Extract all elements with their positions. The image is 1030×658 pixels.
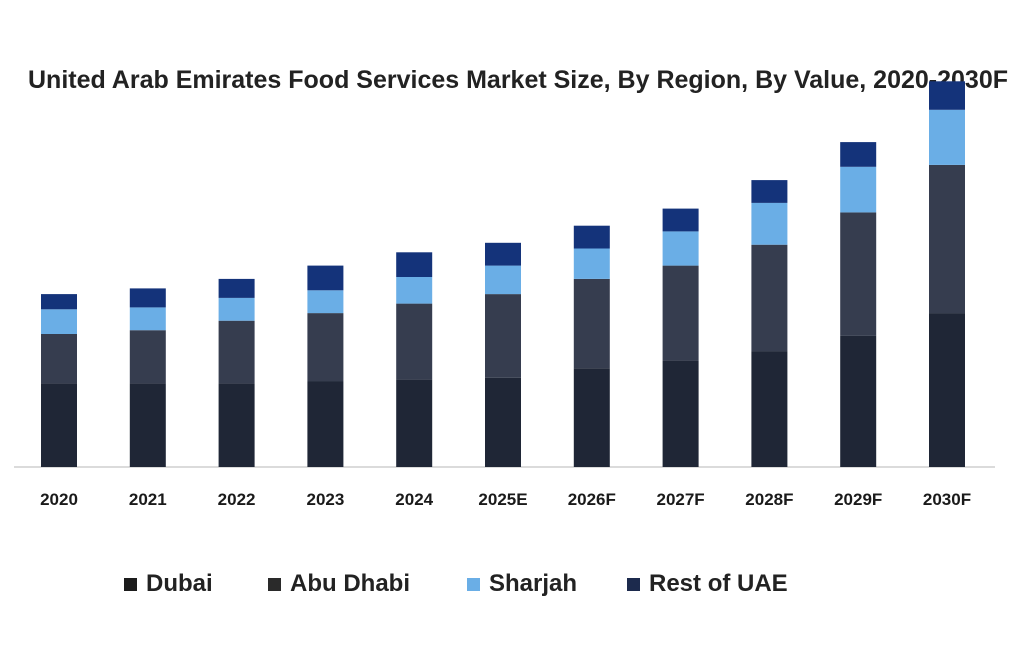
bar-2021-rest-of-uae[interactable] (129, 288, 166, 308)
bar-2020-rest-of-uae[interactable] (41, 294, 77, 310)
bar-2026f-dubai[interactable] (573, 368, 610, 467)
bar-2024-rest-of-uae[interactable] (396, 252, 433, 277)
x-tick-2027f: 2027F (656, 490, 704, 509)
bar-2021-abu-dhabi[interactable] (129, 330, 166, 384)
bar-2030f-rest-of-uae[interactable] (929, 81, 965, 110)
bar-2026f-sharjah[interactable] (573, 248, 610, 279)
bar-2022-dubai[interactable] (218, 383, 255, 467)
bar-2028f-rest-of-uae[interactable] (751, 180, 788, 203)
bar-2027f-abu-dhabi[interactable] (662, 265, 699, 361)
bar-2025e-rest-of-uae[interactable] (485, 242, 521, 266)
bar-2023-rest-of-uae[interactable] (307, 265, 344, 291)
bar-2028f-dubai[interactable] (751, 351, 788, 467)
x-tick-2024: 2024 (395, 490, 433, 509)
x-tick-2022: 2022 (218, 490, 256, 509)
bar-2027f-rest-of-uae[interactable] (662, 208, 699, 232)
bar-2027f-dubai[interactable] (662, 360, 699, 467)
chart-title: United Arab Emirates Food Services Marke… (28, 66, 1009, 94)
x-tick-2028f: 2028F (745, 490, 793, 509)
bar-2029f-rest-of-uae[interactable] (840, 142, 877, 167)
legend-item-dubai[interactable]: Dubai (124, 566, 213, 602)
x-tick-2029f: 2029F (834, 490, 882, 509)
bar-2029f-abu-dhabi[interactable] (840, 212, 877, 336)
bar-2026f-abu-dhabi[interactable] (573, 278, 610, 369)
bar-2022-rest-of-uae[interactable] (218, 278, 255, 298)
legend-label-dubai: Dubai (146, 570, 213, 597)
bar-2025e-dubai[interactable] (485, 377, 521, 467)
bar-2029f-dubai[interactable] (840, 335, 877, 467)
bar-2027f-sharjah[interactable] (662, 231, 699, 266)
bar-2028f-sharjah[interactable] (751, 202, 788, 245)
bar-2024-abu-dhabi[interactable] (396, 303, 433, 380)
x-tick-2030f: 2030F (923, 490, 971, 509)
bar-2025e-abu-dhabi[interactable] (485, 294, 521, 378)
x-tick-2026f: 2026F (568, 490, 616, 509)
legend-item-sharjah[interactable]: Sharjah (467, 566, 577, 602)
bars-group (41, 81, 965, 467)
bar-2020-sharjah[interactable] (41, 309, 77, 334)
bar-2024-sharjah[interactable] (396, 277, 433, 304)
legend-item-abu-dhabi[interactable]: Abu Dhabi (268, 566, 410, 602)
x-tick-2023: 2023 (306, 490, 344, 509)
x-tick-labels: 2020 2021 2022 2023 2024 2025E 2026F 2027F 2028F… (40, 490, 971, 509)
bar-2021-sharjah[interactable] (129, 307, 166, 331)
bar-2022-abu-dhabi[interactable] (218, 320, 255, 384)
bar-2030f-abu-dhabi[interactable] (929, 164, 965, 314)
bar-2020-abu-dhabi[interactable] (41, 334, 77, 384)
x-tick-2021: 2021 (129, 490, 167, 509)
x-tick-2025e: 2025E (478, 490, 527, 509)
bar-2020-dubai[interactable] (41, 383, 77, 467)
bar-2022-sharjah[interactable] (218, 297, 255, 321)
bar-2028f-abu-dhabi[interactable] (751, 244, 788, 352)
x-tick-2020: 2020 (40, 490, 78, 509)
legend-swatch-rest-of-uae (627, 577, 640, 591)
bar-2024-dubai[interactable] (396, 379, 433, 467)
bar-2023-dubai[interactable] (307, 381, 344, 468)
legend-label-sharjah: Sharjah (489, 570, 578, 597)
bar-2026f-rest-of-uae[interactable] (573, 225, 610, 249)
legend-label-rest-of-uae: Rest of UAE (649, 570, 788, 597)
legend: Dubai Abu Dhabi Sharjah Rest of UAE (0, 566, 1030, 602)
legend-swatch-dubai (124, 577, 137, 591)
bar-2030f-dubai[interactable] (929, 313, 965, 467)
bar-2023-sharjah[interactable] (307, 290, 344, 314)
bar-2030f-sharjah[interactable] (929, 109, 965, 165)
bar-2023-abu-dhabi[interactable] (307, 313, 344, 382)
bar-2025e-sharjah[interactable] (485, 265, 521, 295)
bar-2029f-sharjah[interactable] (840, 166, 877, 213)
legend-label-abu-dhabi: Abu Dhabi (290, 570, 410, 597)
bar-2021-dubai[interactable] (129, 383, 166, 467)
legend-swatch-abu-dhabi (268, 577, 281, 591)
legend-swatch-sharjah (467, 577, 480, 591)
legend-item-rest-of-uae[interactable]: Rest of UAE (627, 566, 788, 602)
